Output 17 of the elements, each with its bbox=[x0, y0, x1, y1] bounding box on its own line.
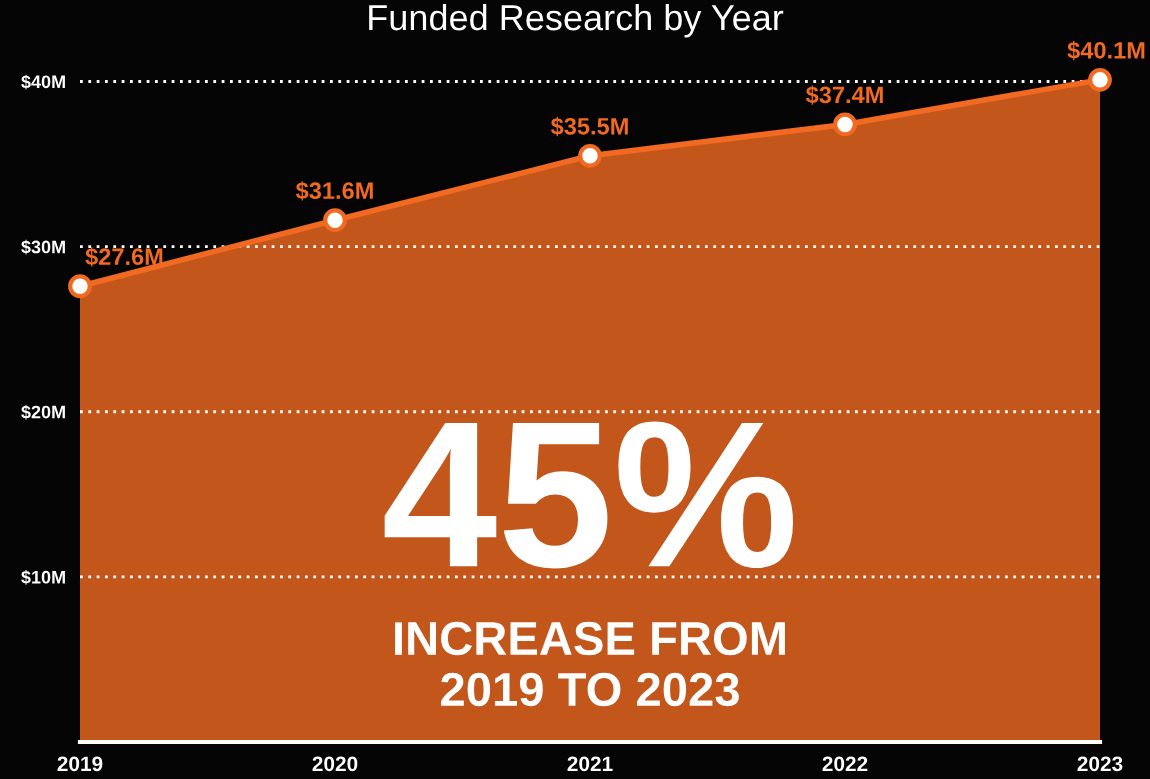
y-tick-label: $10M bbox=[21, 570, 65, 585]
chart-title: Funded Research by Year bbox=[369, 3, 784, 38]
x-tick-label: 2020 bbox=[312, 756, 358, 772]
x-tick-label: 2022 bbox=[822, 756, 868, 772]
y-tick-label: $40M bbox=[21, 74, 65, 90]
text: $40.1M bbox=[1067, 40, 1145, 61]
annotation: INCREASE FROM 2019 TO 2023 bbox=[395, 621, 785, 707]
y-tick-label: $20M bbox=[21, 404, 65, 420]
y-tick-label: $30M bbox=[21, 239, 65, 255]
text: $37.4M bbox=[805, 85, 883, 105]
x-tick-label: 2019 bbox=[57, 756, 103, 772]
text: $27.6M bbox=[85, 247, 163, 267]
x-tick-label: 2023 bbox=[1077, 756, 1123, 772]
x-tick-label: 2021 bbox=[567, 756, 613, 772]
annotation: 45% bbox=[384, 421, 793, 569]
text: $31.6M bbox=[295, 181, 373, 201]
text: $35.5M bbox=[550, 116, 628, 137]
